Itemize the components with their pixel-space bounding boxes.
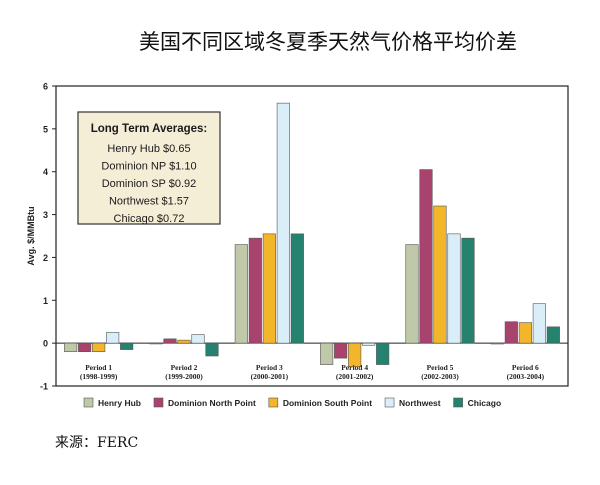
- annotation-box: [77, 111, 221, 225]
- annotation-line: Northwest $1.57: [109, 196, 189, 208]
- bar: [248, 237, 262, 344]
- legend-swatch: [83, 397, 94, 408]
- annotation-line: Dominion SP $0.92: [102, 178, 197, 190]
- bar: [262, 233, 276, 344]
- bar: [490, 342, 504, 345]
- bar: [447, 233, 461, 344]
- x-tick-label: (2002-2003): [421, 372, 459, 381]
- y-tick-label: 4: [43, 167, 48, 177]
- y-tick-label: 5: [43, 124, 48, 134]
- y-tick-label: 2: [43, 253, 48, 263]
- legend-swatch: [268, 397, 279, 408]
- bar: [405, 244, 419, 344]
- bar: [205, 342, 219, 357]
- bar: [78, 342, 92, 353]
- bar: [334, 342, 348, 359]
- annotation-line: Dominion NP $1.10: [101, 161, 196, 173]
- y-tick-label: -1: [40, 382, 48, 392]
- x-tick-label: (1998-1999): [80, 372, 118, 381]
- legend-label: Dominion North Point: [168, 398, 256, 408]
- annotation-line: Chicago $0.72: [114, 213, 185, 225]
- legend-label: Chicago: [468, 398, 502, 408]
- legend-label: Dominion South Point: [283, 398, 372, 408]
- y-tick-label: 3: [43, 210, 48, 220]
- x-tick-label: (1999-2000): [165, 372, 203, 381]
- bar: [532, 303, 546, 344]
- bar: [234, 244, 248, 344]
- x-tick-label: Period 6: [512, 363, 539, 372]
- source-note: 来源：FERC: [55, 435, 139, 451]
- bar: [376, 342, 390, 365]
- x-tick-label: Period 1: [85, 363, 112, 372]
- x-tick-label: Period 2: [171, 363, 198, 372]
- x-tick-label: Period 4: [341, 363, 368, 372]
- bar: [92, 342, 106, 353]
- bar: [163, 338, 177, 344]
- legend-label: Henry Hub: [98, 398, 141, 408]
- bar: [120, 342, 134, 350]
- bar: [419, 169, 433, 344]
- y-tick-label: 0: [43, 339, 48, 349]
- y-tick-label: 6: [43, 82, 48, 92]
- bar: [64, 342, 78, 353]
- x-tick-label: (2001-2002): [336, 372, 374, 381]
- bar: [177, 339, 191, 344]
- bar: [546, 326, 560, 344]
- legend-swatch: [153, 397, 164, 408]
- annotation-heading: Long Term Averages:: [91, 123, 208, 135]
- bar: [461, 237, 475, 344]
- y-axis-label: Avg. $/MMBtu: [26, 206, 36, 265]
- x-tick-label: (2003-2004): [507, 372, 545, 381]
- bar: [362, 342, 376, 346]
- x-tick-label: Period 3: [256, 363, 283, 372]
- bar: [320, 342, 334, 365]
- y-tick-label: 1: [43, 296, 48, 306]
- annotation-line: Henry Hub $0.65: [107, 143, 190, 155]
- bar: [106, 332, 120, 344]
- x-tick-label: (2000-2001): [251, 372, 289, 381]
- bar: [191, 334, 205, 344]
- legend-swatch: [384, 397, 395, 408]
- bar: [290, 233, 304, 344]
- legend-label: Northwest: [399, 398, 441, 408]
- bar: [276, 102, 290, 344]
- bar: [149, 342, 163, 345]
- chart: -1 0 1 2 3 4 5 6 Avg. $/MMBtu Period 1(1998-1999)…: [26, 82, 569, 408]
- chart-title-text: 美国不同区域冬夏季天然气价格平均价差: [139, 30, 517, 54]
- bar: [348, 342, 362, 368]
- bar: [504, 321, 518, 344]
- chart-title: 美国不同区域冬夏季天然气价格平均价差: [0, 26, 600, 56]
- bar: [518, 322, 532, 344]
- legend-swatch: [453, 397, 463, 408]
- x-tick-label: Period 5: [427, 363, 454, 372]
- bar: [433, 205, 447, 344]
